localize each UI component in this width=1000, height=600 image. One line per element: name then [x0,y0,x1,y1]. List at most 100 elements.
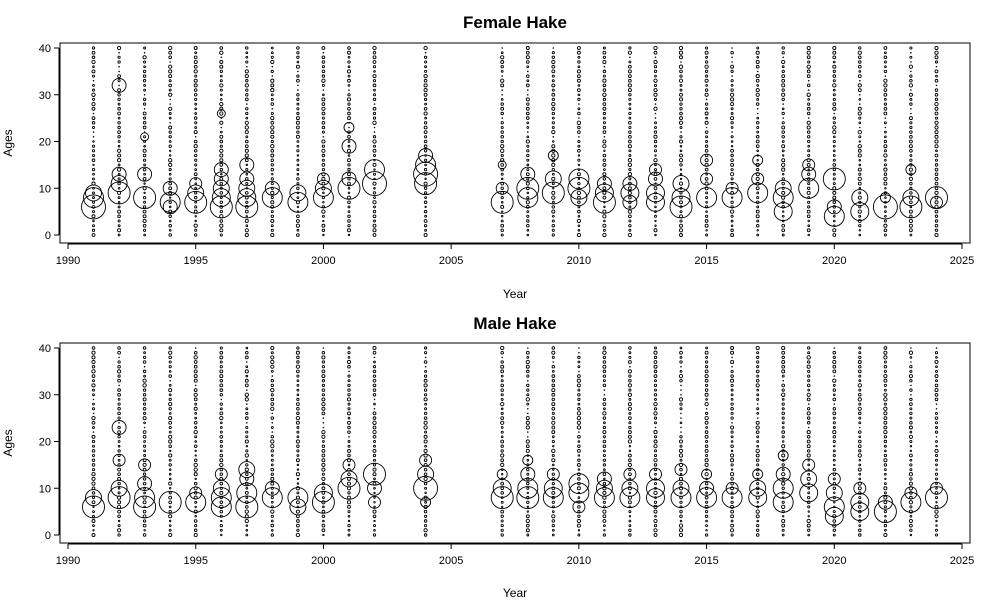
female-bubble-point [756,219,760,223]
male-bubble-point [704,504,709,509]
female-bubble-point [935,84,938,87]
male-bubble-point [168,487,172,490]
female-bubble-point [91,153,96,158]
male-bubble-point [678,373,684,379]
male-bubble-point [653,509,658,514]
male-bubble-point [602,449,606,453]
female-bubble-point [219,153,224,158]
female-bubble-point [169,103,171,105]
male-bubble-point [92,388,95,392]
female-bubble-point [909,148,913,153]
female-bubble-point [883,163,887,167]
male-bubble-large [236,482,258,504]
female-bubble-point [908,144,913,149]
male-bubble-point [92,505,95,509]
female-bubble-point [219,83,224,88]
female-bubble-point [782,154,785,157]
female-bubble-large [213,171,229,187]
female-bubble-point [935,65,938,68]
female-bubble-point [730,144,734,148]
male-bubble-point [424,356,427,359]
male-bubble-point [245,346,249,350]
female-bubble-point [832,74,837,78]
male-bubble-point [883,519,887,523]
female-bubble-point [653,158,658,163]
female-bubble-point [858,224,862,228]
female-bubble-point [807,149,811,153]
male-bubble-point [704,458,709,463]
male-bubble-point [423,425,428,430]
male-bubble-point [117,481,121,486]
female-bubble-point [500,215,504,218]
male-bubble-point [117,486,121,490]
female-bubble-point [755,209,760,214]
male-bubble-point [781,416,785,420]
male-bubble-point [577,468,581,471]
female-bubble-point [143,233,146,237]
female-bubble-point [346,228,352,233]
female-bubble-point [807,60,811,64]
male-bubble-point [857,486,862,491]
female-bubble-point [551,172,555,176]
female-bubble-point [372,135,377,139]
female-bubble-point [348,126,350,129]
male-bubble-point [628,524,632,527]
female-bubble-point [373,131,376,133]
male-bubble-point [347,472,351,476]
male-bubble-point [730,533,734,537]
female-bubble-point [679,233,683,237]
female-bubble-point [372,111,377,116]
male-bubble-point [321,388,326,392]
male-bubble-point [603,468,606,471]
female-bubble-point [372,106,377,111]
male-bubble-point [194,416,198,420]
male-bubble-point [680,389,682,391]
male-bubble-large [850,492,870,512]
male-bubble-point [245,403,248,405]
female-bubble-point [244,158,249,163]
female-bubble-point [424,158,428,162]
male-bubble-point [348,370,350,373]
female-bubble-point [909,139,913,144]
female-bubble-point [92,219,95,223]
female-bubble-point [143,191,146,195]
female-bubble-point [118,84,120,87]
male-bubble-point [884,472,887,476]
female-bubble-point [857,64,862,69]
male-bubble-point [883,374,888,379]
female-bubble-point [679,149,683,153]
female-bubble-point [270,69,274,73]
female-bubble-point [168,88,172,92]
female-bubble-large [187,184,205,202]
male-bubble-point [679,370,683,373]
female-bubble-point [143,46,147,50]
female-bubble-point [832,46,837,50]
female-bubble-point [219,46,224,50]
male-bubble-point [372,416,377,420]
female-bubble-point [781,162,786,168]
male-bubble-point [270,383,274,388]
female-bubble-point [679,111,683,116]
male-bubble-point [244,491,249,495]
male-bubble-point [883,383,887,387]
female-bubble-large [725,181,739,195]
female-bubble-point [832,55,837,60]
male-bubble-point [321,523,326,528]
female-bubble-point [678,50,684,55]
female-bubble-point [168,140,172,143]
male-bubble-large [367,480,382,496]
male-bubble-point [704,420,709,425]
male-bubble-point [756,393,760,397]
male-bubble-point [857,397,862,402]
male-bubble-point [271,529,274,532]
female-bubble-point [168,112,172,115]
female-bubble-point [577,154,581,157]
male-bubble-large [420,496,432,508]
male-bubble-point [832,458,836,462]
male-bubble-point [295,532,301,538]
male-bubble-point [219,481,224,486]
female-bubble-point [653,134,658,139]
male-bubble-point [296,430,300,434]
male-bubble-point [193,509,198,514]
